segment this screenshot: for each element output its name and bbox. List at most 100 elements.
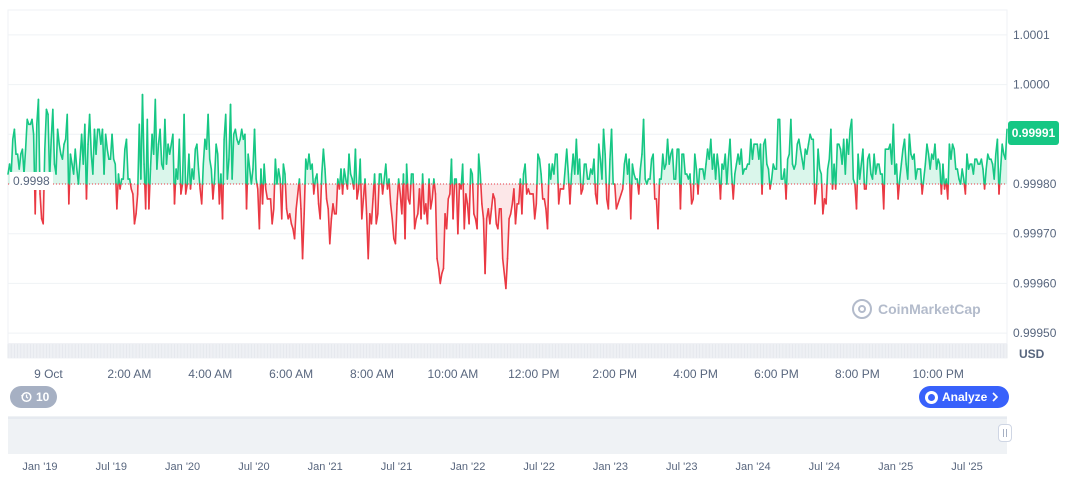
- price-line-segment: [172, 133, 175, 185]
- price-line-segment: [183, 113, 187, 185]
- price-line-segment: [680, 153, 683, 185]
- price-line-segment: [751, 143, 755, 160]
- navigator-handle[interactable]: [998, 424, 1012, 442]
- price-line-segment: [311, 163, 315, 185]
- price-line-segment: [58, 143, 62, 155]
- navigator[interactable]: [8, 416, 1007, 454]
- price-line-segment: [734, 163, 738, 175]
- area-fill-down: [8, 184, 1007, 289]
- price-line-segment: [865, 158, 869, 185]
- price-line-segment: [282, 163, 286, 175]
- price-line-segment: [830, 128, 834, 185]
- price-line-segment: [271, 208, 275, 225]
- price-line-segment: [1004, 128, 1008, 160]
- price-line-segment: [469, 168, 474, 175]
- price-line-segment: [490, 193, 494, 210]
- price-line-segment: [855, 183, 859, 210]
- price-line-segment: [993, 153, 997, 180]
- price-line-segment: [847, 128, 851, 155]
- price-line-segment: [596, 143, 600, 185]
- price-line-segment: [509, 203, 514, 215]
- coinmarketcap-logo-icon: [925, 390, 938, 404]
- price-line-segment: [783, 168, 787, 185]
- price-line-segment: [63, 138, 67, 146]
- price-line-segment: [638, 168, 642, 185]
- price-line-segment: [996, 138, 1000, 185]
- price-line-segment: [261, 183, 265, 205]
- price-line-segment: [985, 153, 989, 170]
- price-line-segment: [389, 203, 394, 220]
- price-line-segment: [838, 143, 842, 150]
- price-line-segment: [404, 183, 408, 240]
- navigator-range: [8, 416, 1007, 454]
- navigator-tick-label: Jul '19: [96, 461, 127, 473]
- price-line-segment: [319, 183, 323, 220]
- price-line-segment: [481, 203, 485, 220]
- price-line-segment: [563, 168, 566, 185]
- price-line-segment: [540, 173, 543, 185]
- price-line-segment: [226, 158, 230, 180]
- price-line-segment: [295, 193, 299, 210]
- price-line-segment: [628, 158, 631, 185]
- history-badge[interactable]: 10: [10, 386, 58, 408]
- price-line-segment: [733, 173, 736, 185]
- price-line-segment: [678, 148, 681, 185]
- price-line-segment: [312, 183, 316, 195]
- price-line-segment: [44, 108, 48, 150]
- price-line-segment: [878, 163, 882, 175]
- price-line-segment: [637, 183, 641, 195]
- price-line-segment: [929, 153, 933, 170]
- price-line-segment: [897, 183, 901, 200]
- price-line-segment: [103, 133, 107, 175]
- price-line-segment: [156, 143, 160, 170]
- price-line-segment: [441, 267, 445, 275]
- price-line-segment: [489, 208, 493, 225]
- price-line-segment: [730, 173, 734, 185]
- price-line-segment: [649, 158, 653, 180]
- price-line-segment: [913, 153, 917, 180]
- price-line-segment: [653, 183, 656, 200]
- price-line-segment: [895, 163, 899, 185]
- navigator-tick-label: Jan '21: [308, 461, 343, 473]
- price-line-segment: [135, 193, 139, 215]
- price-line-segment: [391, 218, 395, 240]
- price-line-segment: [742, 168, 746, 175]
- price-line-segment: [413, 218, 418, 230]
- price-line-segment: [296, 183, 300, 195]
- x-tick-label: 2:00 PM: [592, 367, 637, 381]
- price-line-segment: [950, 143, 954, 160]
- price-line-segment: [247, 153, 251, 170]
- price-line-segment: [431, 183, 435, 200]
- price-line-segment: [718, 168, 721, 185]
- price-line-segment: [745, 163, 749, 170]
- price-line-segment: [10, 138, 14, 175]
- price-line-segment: [921, 183, 925, 195]
- price-line-segment: [111, 133, 115, 160]
- price-line-segment: [222, 138, 225, 185]
- price-line-segment: [671, 148, 675, 180]
- price-line-segment: [340, 168, 343, 185]
- price-line-segment: [535, 183, 538, 205]
- price-line-segment: [322, 148, 326, 170]
- price-line-segment: [922, 178, 925, 185]
- price-line-segment: [605, 183, 608, 200]
- price-line-segment: [345, 178, 348, 185]
- analyze-button[interactable]: Analyze: [919, 386, 1010, 408]
- price-line-segment: [439, 272, 443, 285]
- price-line-segment: [906, 133, 911, 180]
- price-line-segment: [316, 183, 320, 205]
- price-line-segment: [314, 178, 317, 185]
- price-line-segment: [825, 183, 828, 205]
- price-line-segment: [125, 138, 129, 180]
- price-line-segment: [629, 183, 633, 220]
- price-line-segment: [663, 163, 667, 170]
- price-line-segment: [224, 113, 229, 180]
- price-line-segment: [55, 128, 59, 175]
- price-line-segment: [986, 153, 991, 160]
- price-line-segment: [772, 163, 776, 170]
- price-line-segment: [938, 163, 942, 185]
- price-line-segment: [381, 183, 385, 195]
- x-tick-label: 9 Oct: [34, 367, 63, 381]
- price-line-segment: [806, 143, 810, 155]
